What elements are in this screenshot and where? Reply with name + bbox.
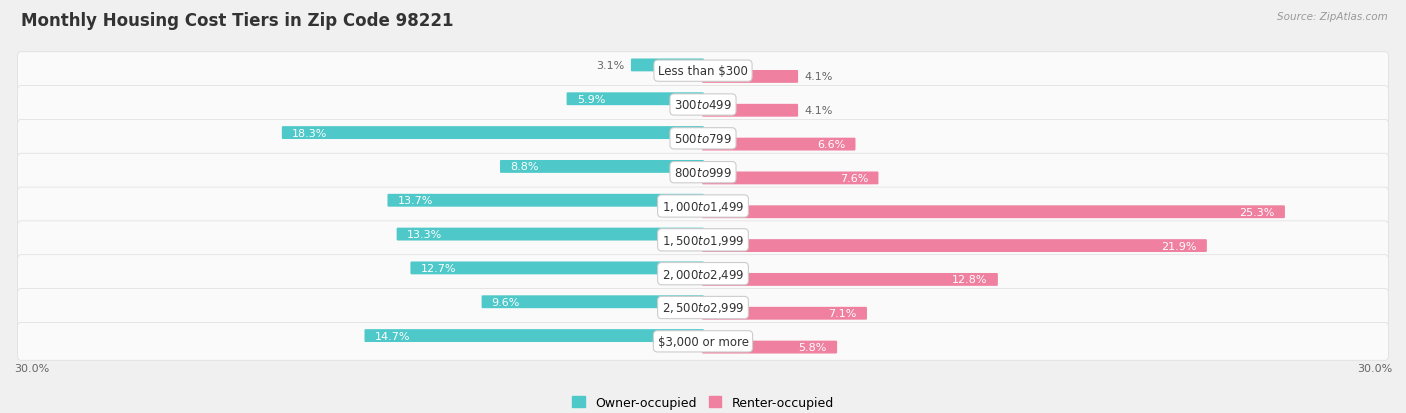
Text: 25.3%: 25.3%: [1240, 207, 1275, 217]
Text: 8.8%: 8.8%: [510, 162, 538, 172]
Text: 4.1%: 4.1%: [804, 106, 832, 116]
FancyBboxPatch shape: [702, 240, 1206, 252]
Text: Monthly Housing Cost Tiers in Zip Code 98221: Monthly Housing Cost Tiers in Zip Code 9…: [21, 12, 454, 30]
Legend: Owner-occupied, Renter-occupied: Owner-occupied, Renter-occupied: [568, 391, 838, 413]
Text: 21.9%: 21.9%: [1161, 241, 1197, 251]
Text: 13.7%: 13.7%: [398, 196, 433, 206]
Text: 12.7%: 12.7%: [420, 263, 456, 273]
FancyBboxPatch shape: [702, 172, 879, 185]
Text: 14.7%: 14.7%: [374, 331, 411, 341]
Text: 30.0%: 30.0%: [14, 363, 49, 373]
FancyBboxPatch shape: [17, 221, 1389, 259]
FancyBboxPatch shape: [281, 127, 704, 140]
Text: 12.8%: 12.8%: [952, 275, 988, 285]
FancyBboxPatch shape: [17, 120, 1389, 158]
FancyBboxPatch shape: [17, 323, 1389, 361]
FancyBboxPatch shape: [396, 228, 704, 241]
Text: $2,500 to $2,999: $2,500 to $2,999: [662, 301, 744, 315]
Text: 7.1%: 7.1%: [828, 309, 856, 318]
Text: 18.3%: 18.3%: [292, 128, 328, 138]
Text: Less than $300: Less than $300: [658, 65, 748, 78]
FancyBboxPatch shape: [702, 138, 855, 151]
FancyBboxPatch shape: [388, 195, 704, 207]
FancyBboxPatch shape: [17, 255, 1389, 293]
Text: 13.3%: 13.3%: [406, 230, 441, 240]
Text: 30.0%: 30.0%: [1357, 363, 1392, 373]
FancyBboxPatch shape: [702, 341, 837, 354]
Text: 3.1%: 3.1%: [596, 61, 624, 71]
Text: $3,000 or more: $3,000 or more: [658, 335, 748, 348]
FancyBboxPatch shape: [702, 71, 799, 84]
FancyBboxPatch shape: [702, 273, 998, 286]
Text: 7.6%: 7.6%: [839, 173, 869, 183]
FancyBboxPatch shape: [501, 161, 704, 173]
Text: $2,000 to $2,499: $2,000 to $2,499: [662, 267, 744, 281]
Text: Source: ZipAtlas.com: Source: ZipAtlas.com: [1277, 12, 1388, 22]
FancyBboxPatch shape: [411, 262, 704, 275]
FancyBboxPatch shape: [702, 307, 868, 320]
FancyBboxPatch shape: [17, 154, 1389, 192]
FancyBboxPatch shape: [17, 188, 1389, 225]
FancyBboxPatch shape: [702, 104, 799, 117]
Text: $1,500 to $1,999: $1,500 to $1,999: [662, 233, 744, 247]
Text: 5.8%: 5.8%: [799, 342, 827, 352]
Text: 5.9%: 5.9%: [576, 95, 605, 104]
Text: $500 to $799: $500 to $799: [673, 133, 733, 145]
FancyBboxPatch shape: [364, 329, 704, 342]
FancyBboxPatch shape: [17, 289, 1389, 327]
FancyBboxPatch shape: [631, 59, 704, 72]
Text: $300 to $499: $300 to $499: [673, 99, 733, 112]
Text: 4.1%: 4.1%: [804, 72, 832, 82]
Text: $800 to $999: $800 to $999: [673, 166, 733, 179]
FancyBboxPatch shape: [567, 93, 704, 106]
FancyBboxPatch shape: [702, 206, 1285, 218]
FancyBboxPatch shape: [17, 52, 1389, 90]
Text: $1,000 to $1,499: $1,000 to $1,499: [662, 199, 744, 214]
Text: 6.6%: 6.6%: [817, 140, 845, 150]
Text: 9.6%: 9.6%: [492, 297, 520, 307]
FancyBboxPatch shape: [482, 296, 704, 309]
FancyBboxPatch shape: [17, 86, 1389, 124]
